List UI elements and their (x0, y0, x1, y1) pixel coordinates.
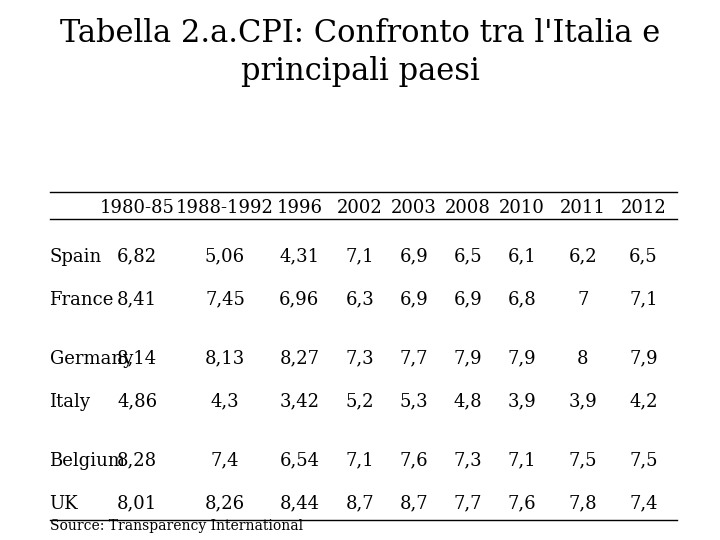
Text: 8,14: 8,14 (117, 349, 158, 368)
Text: 1996: 1996 (276, 199, 323, 217)
Text: 8,26: 8,26 (205, 495, 245, 512)
Text: 2011: 2011 (560, 199, 606, 217)
Text: 6,1: 6,1 (508, 247, 536, 266)
Text: 6,96: 6,96 (279, 291, 320, 308)
Text: 8,44: 8,44 (279, 495, 319, 512)
Text: 6,5: 6,5 (629, 247, 658, 266)
Text: Source: Transparency International: Source: Transparency International (50, 519, 302, 533)
Text: 2002: 2002 (337, 199, 383, 217)
Text: 7,1: 7,1 (508, 452, 536, 470)
Text: 5,06: 5,06 (205, 247, 245, 266)
Text: Belgium: Belgium (50, 452, 125, 470)
Text: 4,86: 4,86 (117, 393, 158, 410)
Text: 6,9: 6,9 (400, 291, 428, 308)
Text: 2008: 2008 (445, 199, 491, 217)
Text: 7,7: 7,7 (454, 495, 482, 512)
Text: 7,45: 7,45 (205, 291, 245, 308)
Text: 6,2: 6,2 (568, 247, 597, 266)
Text: 7,9: 7,9 (508, 349, 536, 368)
Text: 8,7: 8,7 (346, 495, 374, 512)
Text: 4,31: 4,31 (279, 247, 319, 266)
Text: 7,6: 7,6 (508, 495, 536, 512)
Text: 6,82: 6,82 (117, 247, 158, 266)
Text: Tabella 2.a.CPI: Confronto tra l'Italia e
principali paesi: Tabella 2.a.CPI: Confronto tra l'Italia … (60, 17, 660, 87)
Text: 7: 7 (577, 291, 588, 308)
Text: 6,54: 6,54 (279, 452, 319, 470)
Text: 7,9: 7,9 (629, 349, 658, 368)
Text: 7,3: 7,3 (346, 349, 374, 368)
Text: 8,27: 8,27 (279, 349, 319, 368)
Text: 2003: 2003 (391, 199, 437, 217)
Text: France: France (50, 291, 114, 308)
Text: 3,42: 3,42 (279, 393, 319, 410)
Text: 7,7: 7,7 (400, 349, 428, 368)
Text: 8,01: 8,01 (117, 495, 158, 512)
Text: 6,9: 6,9 (400, 247, 428, 266)
Text: 4,2: 4,2 (629, 393, 658, 410)
Text: 7,5: 7,5 (569, 452, 597, 470)
Text: 2012: 2012 (621, 199, 667, 217)
Text: 7,1: 7,1 (629, 291, 658, 308)
Text: Germany: Germany (50, 349, 132, 368)
Text: 7,9: 7,9 (454, 349, 482, 368)
Text: 7,5: 7,5 (629, 452, 658, 470)
Text: 6,8: 6,8 (508, 291, 536, 308)
Text: 7,6: 7,6 (400, 452, 428, 470)
Text: 5,2: 5,2 (346, 393, 374, 410)
Text: 3,9: 3,9 (508, 393, 536, 410)
Text: 7,1: 7,1 (346, 247, 374, 266)
Text: 4,8: 4,8 (454, 393, 482, 410)
Text: 1988-1992: 1988-1992 (176, 199, 274, 217)
Text: 6,5: 6,5 (454, 247, 482, 266)
Text: 7,1: 7,1 (346, 452, 374, 470)
Text: Italy: Italy (50, 393, 91, 410)
Text: 4,3: 4,3 (211, 393, 239, 410)
Text: 8,41: 8,41 (117, 291, 158, 308)
Text: 7,8: 7,8 (568, 495, 597, 512)
Text: 6,9: 6,9 (454, 291, 482, 308)
Text: 7,4: 7,4 (211, 452, 239, 470)
Text: 6,3: 6,3 (346, 291, 374, 308)
Text: 7,4: 7,4 (629, 495, 658, 512)
Text: 1980-85: 1980-85 (100, 199, 175, 217)
Text: 7,3: 7,3 (454, 452, 482, 470)
Text: 8,7: 8,7 (400, 495, 428, 512)
Text: 8: 8 (577, 349, 588, 368)
Text: Spain: Spain (50, 247, 102, 266)
Text: 5,3: 5,3 (400, 393, 428, 410)
Text: UK: UK (50, 495, 78, 512)
Text: 8,13: 8,13 (205, 349, 245, 368)
Text: 8,28: 8,28 (117, 452, 158, 470)
Text: 3,9: 3,9 (568, 393, 597, 410)
Text: 2010: 2010 (499, 199, 545, 217)
